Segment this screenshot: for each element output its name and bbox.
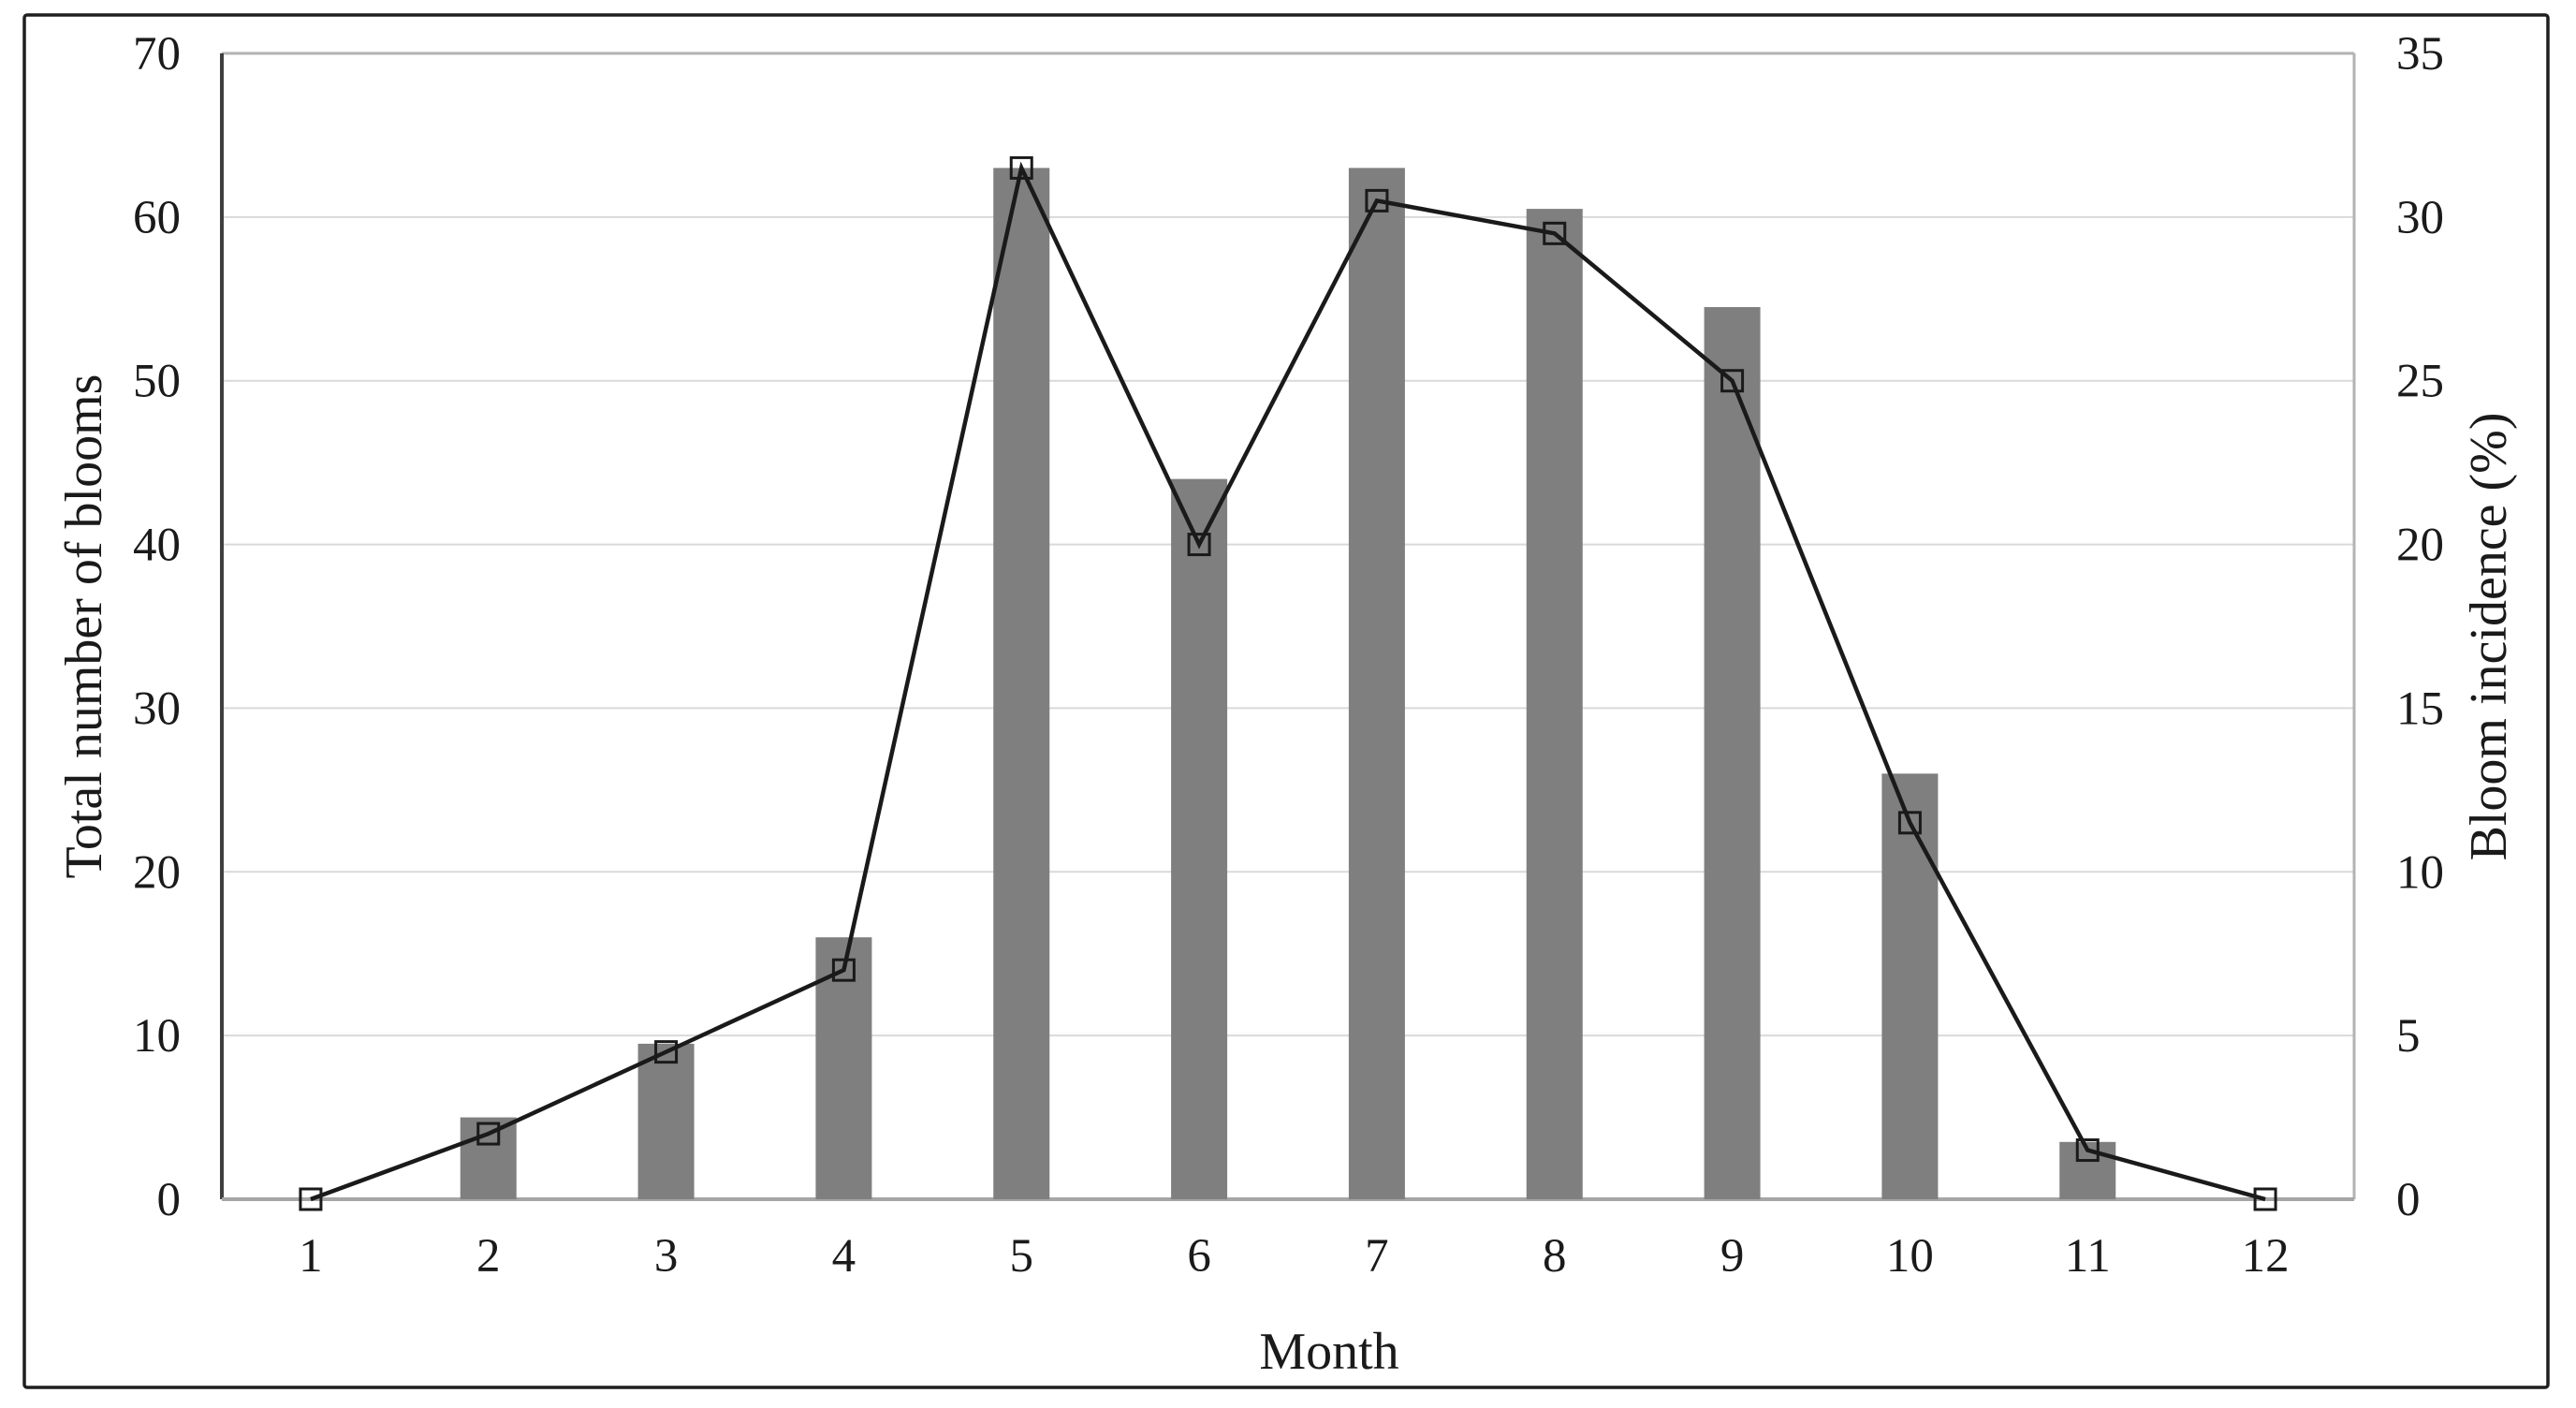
line-marker-month-4: [831, 958, 856, 982]
figure-border: [22, 13, 2550, 1389]
line-marker-month-9: [1720, 369, 1745, 393]
line-marker-month-1: [299, 1187, 323, 1211]
right-axis-tick-label: 10: [2396, 846, 2444, 899]
line-marker-month-6: [1187, 533, 1211, 557]
x-axis-tick-label: 2: [476, 1230, 501, 1283]
left-axis-tick-label: 70: [133, 28, 181, 81]
right-axis-title: Bloom incidence (%): [2460, 412, 2518, 861]
right-axis-tick-label: 35: [2396, 28, 2444, 81]
left-axis-tick-label: 0: [157, 1174, 182, 1226]
left-axis-tick-label: 20: [133, 846, 181, 899]
line-marker-month-10: [1897, 811, 1922, 835]
bar-month-10: [1881, 773, 1939, 1199]
x-axis-tick-label: 3: [654, 1230, 679, 1283]
left-axis-title: Total number of blooms: [55, 374, 113, 879]
line-marker-month-3: [654, 1040, 679, 1064]
x-axis-tick-label: 11: [2065, 1230, 2111, 1283]
x-axis-title: Month: [1259, 1323, 1399, 1381]
x-axis-tick-label: 8: [1543, 1230, 1567, 1283]
x-axis-tick-label: 5: [1010, 1230, 1034, 1283]
right-axis-tick-label: 5: [2396, 1010, 2421, 1063]
line-marker-month-11: [2075, 1138, 2100, 1163]
right-axis-tick-label: 30: [2396, 192, 2444, 244]
bar-month-6: [1171, 478, 1228, 1200]
line-marker-month-7: [1365, 188, 1389, 213]
line-marker-month-2: [476, 1122, 501, 1146]
right-axis-tick-label: 15: [2396, 682, 2444, 735]
line-marker-month-8: [1543, 221, 1567, 245]
line-marker-month-5: [1009, 155, 1033, 180]
x-axis-tick-label: 9: [1720, 1230, 1745, 1283]
x-axis-tick-label: 12: [2242, 1230, 2290, 1283]
right-axis-tick-label: 20: [2396, 520, 2444, 572]
bar-month-5: [993, 168, 1050, 1199]
bar-month-2: [460, 1117, 517, 1199]
right-axis-tick-label: 0: [2396, 1174, 2421, 1226]
right-axis-tick-label: 25: [2396, 356, 2444, 408]
left-axis-tick-label: 30: [133, 682, 181, 735]
incidence-line: [310, 161, 2266, 1202]
bar-month-3: [637, 1043, 695, 1199]
left-axis-tick-label: 40: [133, 520, 181, 572]
left-axis-tick-label: 60: [133, 192, 181, 244]
line-marker-month-12: [2253, 1187, 2277, 1211]
left-axis-tick-label: 10: [133, 1010, 181, 1063]
x-axis-tick-label: 6: [1187, 1230, 1211, 1283]
bar-month-9: [1704, 307, 1761, 1199]
x-axis-tick-label: 1: [299, 1230, 323, 1283]
bar-month-4: [815, 937, 872, 1199]
x-axis-tick-label: 4: [832, 1230, 856, 1283]
x-axis-tick-label: 10: [1886, 1230, 1934, 1283]
left-axis-tick-label: 50: [133, 356, 181, 408]
bar-month-7: [1348, 168, 1405, 1199]
bar-month-8: [1526, 209, 1583, 1200]
x-axis-tick-label: 7: [1365, 1230, 1389, 1283]
